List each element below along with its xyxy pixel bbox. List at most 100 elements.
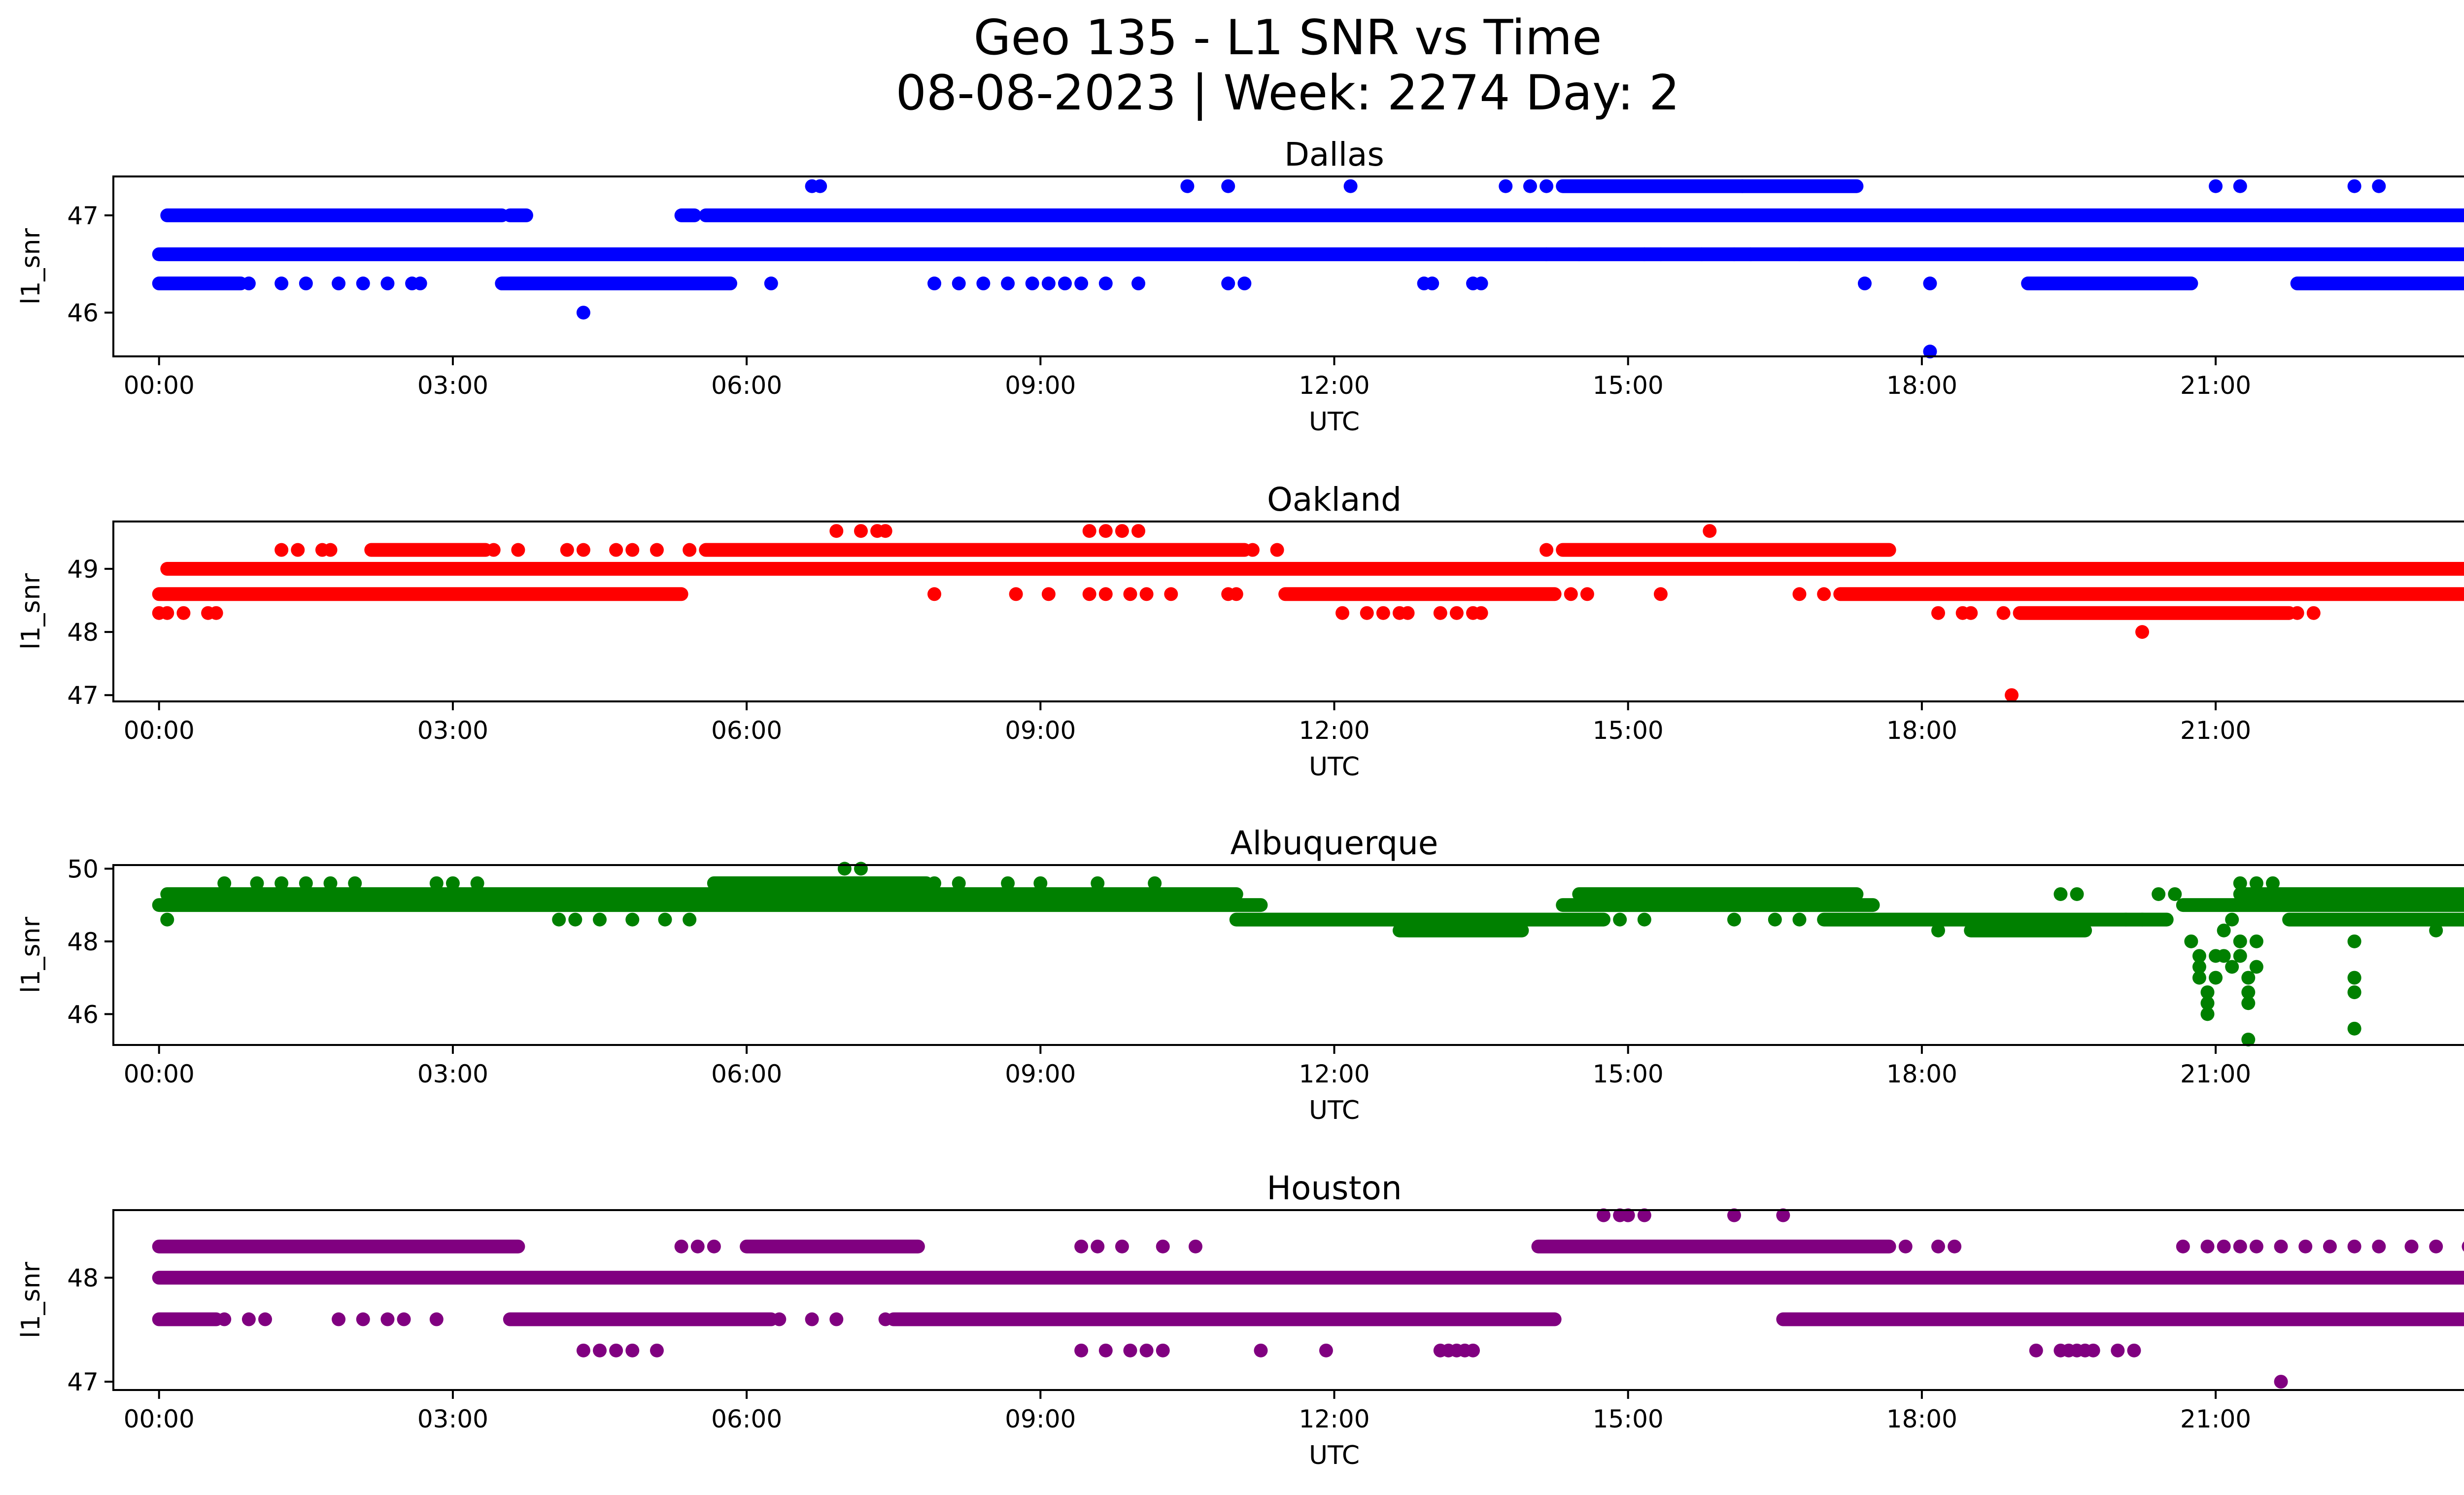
subplot-title: Albuquerque bbox=[1231, 824, 1438, 862]
scatter-point bbox=[1703, 524, 1717, 538]
scatter-point bbox=[2265, 876, 2280, 890]
scatter-point bbox=[445, 876, 460, 890]
scatter-point bbox=[2429, 1239, 2443, 1253]
scatter-point bbox=[1074, 1239, 1089, 1253]
scatter-point bbox=[1637, 912, 1651, 927]
scatter-point bbox=[1523, 179, 1537, 193]
x-tick-label: 15:00 bbox=[1593, 371, 1664, 400]
scatter-point bbox=[625, 1343, 640, 1357]
x-tick-label: 03:00 bbox=[417, 716, 488, 745]
scatter-point bbox=[1115, 524, 1129, 538]
scatter-point bbox=[2029, 1343, 2043, 1357]
scatter-point bbox=[576, 1343, 590, 1357]
x-tick-label: 00:00 bbox=[124, 371, 195, 400]
x-tick-label: 18:00 bbox=[1886, 1060, 1957, 1088]
scatter-point bbox=[2241, 996, 2256, 1010]
scatter-point bbox=[1474, 606, 1488, 620]
scatter-point bbox=[683, 543, 697, 557]
scatter-point bbox=[291, 543, 305, 557]
scatter-point bbox=[2200, 1239, 2215, 1253]
scatter-point bbox=[2119, 912, 2133, 927]
scatter-point bbox=[976, 277, 991, 291]
scatter-point bbox=[1694, 247, 1709, 261]
x-tick-label: 15:00 bbox=[1593, 1405, 1664, 1433]
scatter-point bbox=[1115, 1239, 1129, 1253]
x-tick-label: 12:00 bbox=[1299, 716, 1369, 745]
scatter-point bbox=[2347, 179, 2361, 193]
scatter-point bbox=[1433, 606, 1447, 620]
scatter-point bbox=[380, 1312, 395, 1326]
scatter-point bbox=[511, 543, 525, 557]
x-tick-label: 15:00 bbox=[1593, 1060, 1664, 1088]
scatter-point bbox=[1727, 912, 1741, 927]
scatter-point bbox=[1033, 876, 1048, 890]
scatter-point bbox=[429, 876, 444, 890]
scatter-point bbox=[2241, 1032, 2256, 1046]
scatter-point bbox=[1744, 247, 1758, 261]
scatter-point bbox=[927, 277, 942, 291]
scatter-point bbox=[1082, 524, 1096, 538]
scatter-point bbox=[878, 524, 892, 538]
scatter-point bbox=[1098, 277, 1113, 291]
scatter-point bbox=[250, 876, 264, 890]
scatter-point bbox=[1254, 1343, 1268, 1357]
scatter-point bbox=[2217, 949, 2231, 963]
x-tick-label: 15:00 bbox=[1593, 716, 1664, 745]
scatter-point bbox=[1572, 247, 1586, 261]
scatter-point bbox=[1425, 277, 1439, 291]
scatter-point bbox=[397, 1312, 411, 1326]
x-tick-label: 21:00 bbox=[2180, 716, 2251, 745]
scatter-point bbox=[2241, 985, 2256, 1000]
subplot-oakland: Oakland 00:00 03:00 06:00 09:00 12:00 15:00 18:… bbox=[16, 481, 2464, 782]
scatter-point bbox=[1009, 587, 1023, 601]
scatter-point bbox=[470, 876, 484, 890]
scatter-point bbox=[1776, 1208, 1790, 1222]
scatter-point bbox=[2135, 625, 2150, 639]
scatter-point bbox=[241, 1312, 256, 1326]
scatter-point bbox=[2404, 1239, 2419, 1253]
scatter-point bbox=[1335, 606, 1350, 620]
scatter-point bbox=[1996, 606, 2011, 620]
scatter-point bbox=[160, 912, 174, 927]
scatter-point bbox=[878, 1312, 892, 1326]
scatter-point bbox=[1857, 277, 1872, 291]
scatter-point bbox=[1074, 277, 1089, 291]
subplot-albuquerque: Albuquerque 00:00 03:00 06:00 09:00 12:00 15:0… bbox=[16, 824, 2464, 1125]
scatter-point bbox=[274, 876, 289, 890]
scatter-point bbox=[1768, 912, 1782, 927]
scatter-point bbox=[1653, 587, 1668, 601]
scatter-point bbox=[1025, 277, 1039, 291]
scatter-point bbox=[2111, 1343, 2125, 1357]
scatter-point bbox=[1001, 277, 1015, 291]
scatter-point bbox=[1727, 1208, 1741, 1222]
x-tick-label: 09:00 bbox=[1005, 371, 1076, 400]
y-tick-label: 48 bbox=[67, 1264, 99, 1292]
data-points bbox=[152, 862, 2464, 1046]
scatter-point bbox=[429, 1312, 444, 1326]
scatter-point bbox=[1229, 587, 1243, 601]
scatter-point bbox=[1098, 587, 1113, 601]
scatter-point bbox=[356, 1312, 370, 1326]
scatter-point bbox=[1792, 912, 1807, 927]
y-tick-label: 50 bbox=[67, 855, 99, 883]
scatter-point bbox=[1898, 1239, 1913, 1253]
scatter-point bbox=[1540, 543, 1554, 557]
x-axis-label: UTC bbox=[1309, 1441, 1360, 1470]
scatter-point bbox=[1343, 179, 1358, 193]
scatter-point bbox=[2290, 562, 2304, 576]
scatter-point bbox=[2152, 887, 2166, 901]
scatter-point bbox=[1091, 876, 1105, 890]
y-tick-label: 47 bbox=[67, 202, 99, 230]
scatter-point bbox=[217, 1312, 232, 1326]
scatter-point bbox=[683, 912, 697, 927]
x-tick-label: 06:00 bbox=[711, 1405, 782, 1433]
scatter-point bbox=[1449, 606, 1464, 620]
axes-frame bbox=[112, 175, 2464, 357]
scatter-point bbox=[1637, 247, 1651, 261]
scatter-point bbox=[1792, 247, 1807, 261]
scatter-point bbox=[552, 912, 566, 927]
subplot-title: Oakland bbox=[1267, 481, 1402, 519]
scatter-point bbox=[674, 1239, 688, 1253]
